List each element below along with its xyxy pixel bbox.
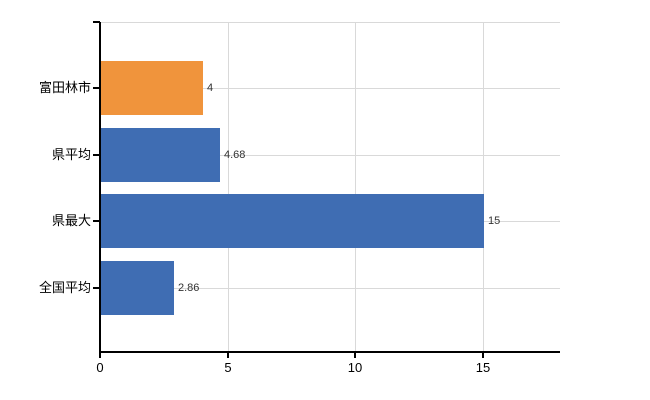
gridline-vertical xyxy=(228,22,229,352)
gridline-horizontal xyxy=(100,88,560,89)
x-axis-tick xyxy=(482,352,484,358)
x-tick-label: 15 xyxy=(475,360,491,375)
x-tick-label: 0 xyxy=(96,360,104,375)
y-axis-tick xyxy=(93,87,100,89)
bar-value-label: 2.86 xyxy=(178,282,200,294)
x-axis-tick xyxy=(354,352,356,358)
y-axis-tick xyxy=(93,220,100,222)
gridline-vertical xyxy=(355,22,356,352)
bar xyxy=(101,194,484,248)
x-axis-line xyxy=(99,351,560,353)
category-label: 富田林市 xyxy=(38,80,91,95)
gridline-horizontal xyxy=(100,288,560,289)
bar xyxy=(101,261,174,315)
x-axis-tick xyxy=(227,352,229,358)
y-axis-tick xyxy=(93,154,100,156)
bar-value-label: 4 xyxy=(207,82,214,94)
y-axis-tick xyxy=(93,287,100,289)
y-axis-line xyxy=(99,22,101,354)
plot-top-border xyxy=(100,22,560,23)
bar xyxy=(101,128,220,182)
gridline-horizontal xyxy=(100,155,560,156)
x-axis-tick xyxy=(99,352,101,358)
category-label: 県最大 xyxy=(51,213,91,228)
bar-value-label: 4.68 xyxy=(224,149,246,161)
category-label: 全国平均 xyxy=(38,280,91,295)
x-tick-label: 10 xyxy=(347,360,363,375)
gridline-vertical xyxy=(483,22,484,352)
bar xyxy=(101,61,203,115)
x-tick-label: 5 xyxy=(224,360,232,375)
category-label: 県平均 xyxy=(51,147,91,162)
bar-value-label: 15 xyxy=(488,215,501,227)
y-axis-end-tick xyxy=(93,21,100,23)
